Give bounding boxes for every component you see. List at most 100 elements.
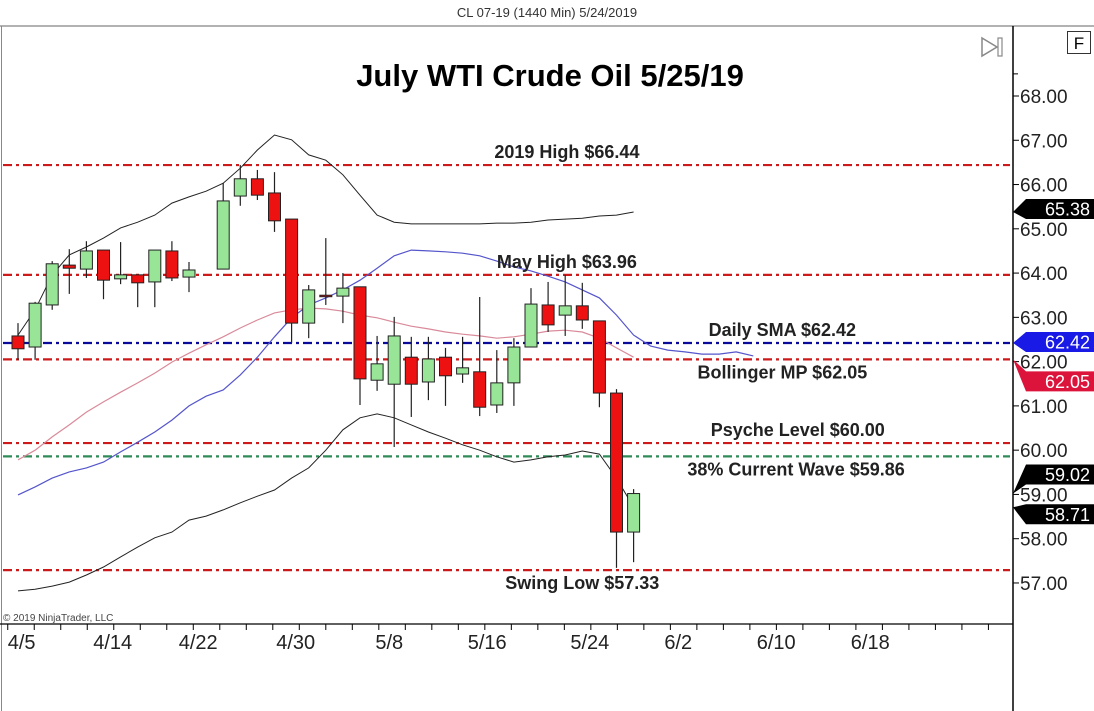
price-marker	[1013, 359, 1094, 392]
candle-body-up	[387, 335, 401, 385]
copyright-text: © 2019 NinjaTrader, LLC	[3, 613, 113, 624]
candle	[353, 286, 367, 406]
candle-body-down	[250, 178, 264, 196]
candle	[216, 183, 230, 270]
chart-title: July WTI Crude Oil 5/25/19	[356, 58, 744, 93]
play-to-end-icon	[981, 36, 999, 58]
x-tick-label: 6/18	[851, 632, 890, 654]
x-tick-label: 4/22	[179, 632, 218, 654]
bb-middle-line	[17, 307, 634, 461]
candle-body-down	[353, 286, 367, 380]
candle-body-down	[97, 249, 110, 281]
candle	[627, 489, 641, 563]
x-tick-label: 6/2	[664, 632, 692, 654]
y-tick-label: 57.00	[1020, 574, 1068, 595]
candle	[387, 316, 401, 448]
candle	[182, 262, 196, 293]
end-bar-icon	[997, 37, 1003, 57]
f-button[interactable]: F	[1067, 31, 1091, 54]
candle-body-up	[28, 302, 42, 348]
candle-body-up	[507, 346, 521, 384]
candle-body-up	[148, 249, 162, 283]
price-marker	[1013, 198, 1094, 219]
y-tick-label: 66.00	[1020, 176, 1068, 197]
candle	[456, 336, 470, 383]
level-label: Psyche Level $60.00	[711, 420, 885, 440]
candle	[404, 336, 418, 417]
candle-body-up	[302, 289, 316, 324]
candle	[421, 336, 435, 401]
price-marker-label: 62.42	[1045, 333, 1090, 353]
candle	[131, 274, 145, 308]
candle-body-down	[319, 294, 333, 298]
candle-body-down	[473, 371, 487, 408]
candle-body-down	[268, 192, 281, 222]
price-marker-label: 59.02	[1045, 465, 1090, 485]
x-tick-label: 4/5	[8, 632, 36, 654]
price-marker-label: 62.05	[1045, 372, 1090, 392]
price-marker	[1013, 332, 1094, 353]
candle-body-up	[456, 367, 470, 375]
candle	[490, 350, 504, 413]
candle-body-down	[541, 304, 555, 326]
candle	[473, 296, 487, 417]
candle	[575, 282, 589, 329]
candle	[524, 288, 538, 348]
candle	[439, 347, 452, 406]
price-marker	[1013, 504, 1094, 525]
scroll-to-end-button[interactable]	[981, 36, 1003, 58]
y-tick-label: 58.00	[1020, 530, 1068, 551]
candle-body-up	[370, 363, 384, 381]
candle	[319, 238, 333, 305]
candle	[45, 261, 59, 310]
candle	[558, 274, 572, 336]
x-tick-label: 5/24	[570, 632, 609, 654]
y-tick-label: 61.00	[1020, 397, 1068, 418]
level-label: 38% Current Wave $59.86	[687, 459, 904, 479]
candle	[592, 320, 606, 408]
candle	[79, 241, 93, 278]
candle	[148, 249, 162, 308]
candle-body-down	[592, 320, 606, 394]
candle	[370, 335, 384, 391]
y-tick-label: 60.00	[1020, 441, 1068, 462]
x-tick-label: 4/30	[276, 632, 315, 654]
x-tick-label: 4/14	[93, 632, 132, 654]
candle-body-up	[114, 274, 128, 280]
level-label: Daily SMA $62.42	[709, 320, 856, 340]
candle-body-up	[627, 493, 641, 533]
candle-body-up	[524, 303, 538, 348]
candle	[114, 242, 128, 285]
bb-lower-line	[17, 413, 635, 592]
candle-body-up	[233, 178, 247, 197]
level-label: Swing Low $57.33	[505, 573, 659, 593]
candle	[610, 389, 623, 568]
candle-body-down	[165, 250, 179, 279]
candle	[97, 249, 110, 300]
sma-line	[17, 249, 754, 496]
candle-body-up	[182, 269, 196, 278]
level-label: Bollinger MP $62.05	[698, 362, 868, 382]
candle	[541, 281, 555, 332]
x-tick-label: 5/16	[468, 632, 507, 654]
candle-body-up	[216, 200, 230, 270]
y-tick-label: 62.00	[1020, 353, 1068, 374]
candle	[268, 172, 281, 232]
candle	[233, 165, 247, 206]
candle	[336, 273, 350, 324]
candle	[28, 301, 42, 360]
price-marker-label: 65.38	[1045, 199, 1090, 219]
y-tick-label: 63.00	[1020, 308, 1068, 329]
x-tick-label: 5/8	[375, 632, 403, 654]
candle-body-up	[79, 250, 93, 270]
y-tick-label: 67.00	[1020, 131, 1068, 152]
candle-body-up	[558, 305, 572, 316]
candle-body-down	[131, 274, 145, 284]
y-tick-label: 65.00	[1020, 220, 1068, 241]
candle	[507, 338, 521, 406]
bb-upper-line	[17, 134, 634, 336]
candle	[250, 169, 264, 201]
chart-header: CL 07-19 (1440 Min) 5/24/2019	[457, 5, 637, 20]
y-tick-label: 64.00	[1020, 264, 1068, 285]
